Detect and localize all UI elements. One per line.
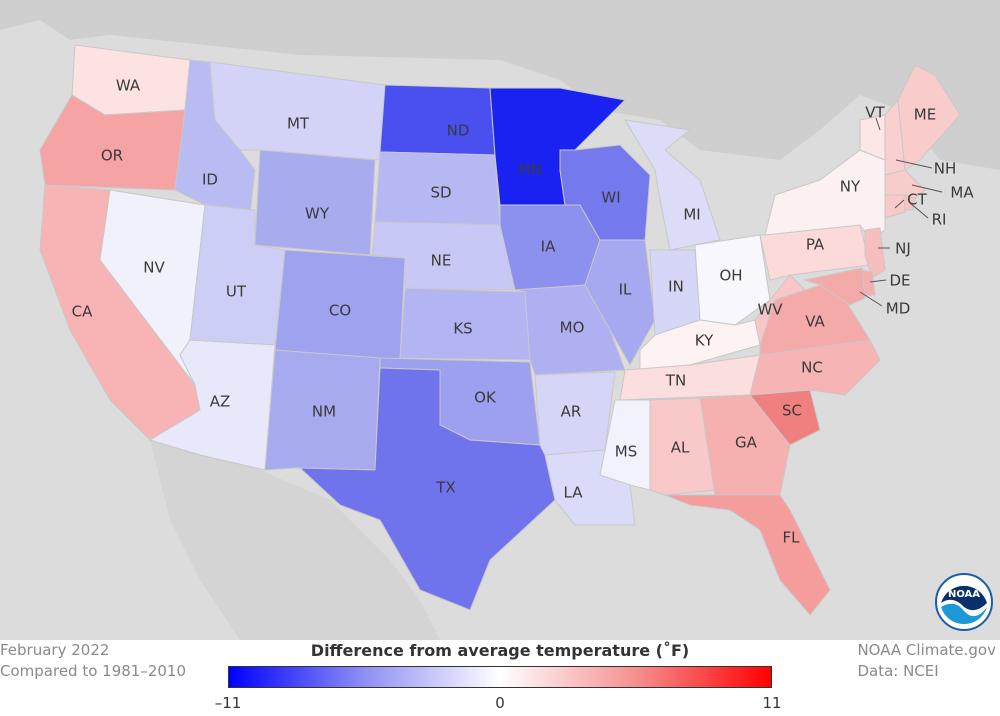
state-label-TX: TX	[435, 479, 455, 497]
state-label-UT: UT	[226, 283, 247, 301]
state-NJ	[864, 227, 886, 279]
state-OH	[694, 234, 771, 326]
state-label-ND: ND	[447, 122, 470, 140]
state-WY	[254, 149, 376, 256]
state-label-MA: MA	[950, 184, 974, 202]
state-label-WY: WY	[305, 205, 330, 223]
state-label-ID: ID	[202, 171, 218, 189]
state-label-NH: NH	[934, 160, 957, 178]
state-label-PA: PA	[806, 236, 825, 254]
state-label-CA: CA	[72, 303, 93, 321]
state-AL	[649, 397, 716, 496]
state-label-LA: LA	[564, 484, 584, 502]
state-FL	[664, 494, 831, 616]
footer: February 2022 Compared to 1981–2010 Diff…	[0, 640, 1000, 716]
state-CT	[884, 194, 906, 219]
state-label-IA: IA	[541, 238, 556, 256]
legend-color-bar	[228, 666, 772, 688]
map-area: WA OR CA ID NV MT WY UT AZ CO NM ND SD N…	[0, 0, 1000, 640]
noaa-logo-text: NOAA	[948, 589, 980, 600]
state-label-WA: WA	[116, 77, 141, 95]
credit-data: Data: NCEI	[857, 662, 939, 680]
canada-landmass	[0, 0, 1000, 170]
state-label-NE: NE	[431, 252, 452, 270]
state-label-OH: OH	[719, 267, 742, 285]
state-IL	[584, 239, 656, 367]
state-label-MI: MI	[683, 206, 700, 224]
state-label-OR: OR	[101, 147, 123, 165]
state-label-VA: VA	[805, 313, 825, 331]
caption-left: February 2022 Compared to 1981–2010	[0, 640, 186, 682]
state-ND	[379, 84, 496, 156]
state-MI	[624, 119, 721, 251]
state-label-NC: NC	[801, 359, 823, 377]
state-label-AL: AL	[671, 439, 690, 457]
state-MA	[884, 169, 926, 199]
state-TX	[298, 367, 556, 611]
mexico-landmass	[150, 440, 440, 640]
legend-tick-max: 11	[762, 694, 782, 712]
legend-tick-min: –11	[214, 694, 242, 712]
credit-source: NOAA Climate.gov	[857, 641, 996, 659]
states-layer	[39, 44, 961, 616]
leader-lines	[859, 117, 943, 307]
state-label-SD: SD	[430, 184, 451, 202]
caption-period: February 2022	[0, 641, 110, 659]
state-label-KS: KS	[453, 320, 472, 338]
state-label-DE: DE	[889, 272, 910, 290]
legend-tick-mid: 0	[495, 694, 505, 712]
state-label-GA: GA	[735, 434, 758, 452]
state-label-MS: MS	[615, 443, 637, 461]
state-MT	[209, 61, 386, 161]
state-label-IL: IL	[619, 281, 632, 299]
state-label-AR: AR	[561, 403, 582, 421]
state-label-MN: MN	[518, 161, 542, 179]
state-label-NJ: NJ	[895, 240, 911, 258]
state-label-WV: WV	[757, 301, 783, 319]
state-NY	[764, 149, 886, 241]
us-temperature-map: WA OR CA ID NV MT WY UT AZ CO NM ND SD N…	[0, 0, 1000, 640]
state-label-KY: KY	[695, 332, 714, 350]
state-label-CO: CO	[329, 302, 351, 320]
state-label-OK: OK	[474, 389, 497, 407]
state-label-RI: RI	[932, 211, 947, 229]
state-label-AZ: AZ	[210, 393, 231, 411]
legend-title: Difference from average temperature (˚F)	[310, 641, 690, 660]
state-label-NY: NY	[840, 178, 861, 196]
state-label-IN: IN	[668, 278, 684, 296]
state-label-MD: MD	[886, 300, 911, 318]
state-label-MO: MO	[560, 319, 585, 337]
state-label-VT: VT	[865, 104, 885, 122]
state-labels: WA OR CA ID NV MT WY UT AZ CO NM ND SD N…	[72, 77, 975, 547]
noaa-logo: NOAA	[935, 573, 993, 631]
state-WV	[754, 274, 806, 347]
state-label-FL: FL	[783, 529, 801, 547]
state-label-WI: WI	[601, 189, 620, 207]
state-label-ME: ME	[914, 106, 936, 124]
state-MD	[803, 267, 866, 306]
state-label-NV: NV	[143, 259, 165, 277]
state-label-NM: NM	[312, 403, 336, 421]
state-label-CT: CT	[907, 191, 927, 209]
state-label-MT: MT	[287, 115, 310, 133]
caption-baseline: Compared to 1981–2010	[0, 662, 187, 680]
caption-right: NOAA Climate.gov Data: NCEI	[857, 640, 996, 682]
state-label-TN: TN	[665, 372, 686, 390]
state-label-SC: SC	[782, 402, 802, 420]
state-GA	[699, 394, 791, 496]
